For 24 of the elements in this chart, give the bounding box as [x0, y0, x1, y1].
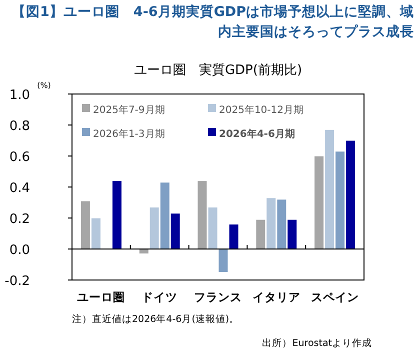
chart-title: 【図1】ユーロ圏 4-6月期実質GDPは市場予想以上に堅調、域内主要国はそろってプラス成長: [11, 3, 414, 42]
x-tick-label: ドイツ: [142, 290, 178, 304]
legend-label: 2026年4-6月期: [219, 128, 295, 140]
y-tick-label: 0.4: [9, 181, 30, 196]
chart-subtitle: ユーロ圏 実質GDP(前期比): [134, 62, 302, 78]
bar: [218, 248, 228, 272]
y-axis-title: (%): [37, 81, 51, 90]
bar: [112, 180, 122, 250]
y-tick-label: 0.8: [9, 119, 30, 134]
text: 注）直近値は2026年4-6月(速報値)。: [72, 313, 240, 325]
text: 出所）Eurostatより作成: [262, 337, 372, 349]
y-tick-label: 1.0: [9, 88, 30, 103]
legend-label: 2025年7-9月期: [93, 104, 165, 116]
legend-label: 2026年1-3月期: [93, 128, 165, 140]
bar: [228, 224, 239, 250]
y-tick-label: 0.2: [9, 212, 30, 227]
y-tick-label: -0.2: [4, 274, 30, 289]
x-tick-label: スペイン: [310, 290, 359, 304]
x-tick-label: フランス: [194, 290, 242, 304]
y-tick-label: 0.6: [9, 150, 30, 165]
y-tick-label: 0.0: [9, 243, 30, 258]
legend-label: 2025年10-12月期: [219, 104, 304, 116]
x-tick-label: ユーロ圏: [77, 290, 126, 304]
x-tick-label: イタリア: [252, 290, 300, 304]
